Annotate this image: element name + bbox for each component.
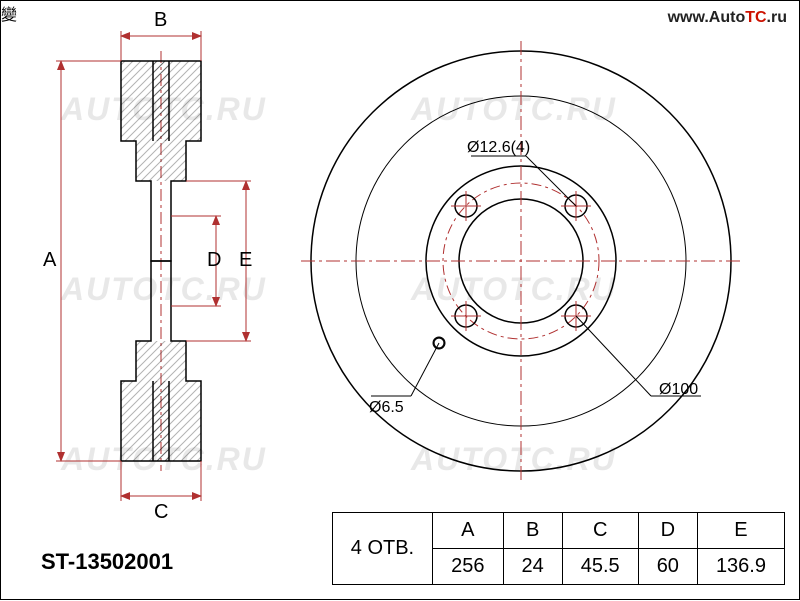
logo-main: Auto <box>709 9 745 26</box>
site-logo: www.AutoTC.ru <box>668 9 787 27</box>
dim-label-a: A <box>43 249 56 272</box>
table-cell: 24 <box>503 549 562 585</box>
part-number: ST-13502001 <box>41 549 173 575</box>
logo-prefix: www. <box>668 9 709 26</box>
logo-accent: TC <box>745 9 766 26</box>
dim-label-e: E <box>239 249 252 272</box>
table-row: 4 ОТВ. A B C D E <box>332 513 784 549</box>
table-col: C <box>562 513 638 549</box>
dim-label-b: B <box>154 9 167 32</box>
callout-pcd: Ø100 <box>659 381 698 399</box>
table-header-label: 4 ОТВ. <box>332 513 432 585</box>
table-col: B <box>503 513 562 549</box>
dimension-table: 4 ОТВ. A B C D E 256 24 45.5 60 136.9 <box>332 512 785 585</box>
callout-bolt-hole: Ø12.6(4) <box>467 139 530 157</box>
dim-label-c: C <box>154 501 168 524</box>
table-cell: 45.5 <box>562 549 638 585</box>
callout-small-hole: Ø6.5 <box>369 399 404 417</box>
technical-drawing <box>1 1 800 601</box>
logo-suffix: .ru <box>767 9 787 26</box>
table-cell: 136.9 <box>697 549 784 585</box>
front-face-view <box>301 41 741 481</box>
dim-label-d: D <box>207 249 221 272</box>
table-cell: 256 <box>433 549 503 585</box>
table-cell: 60 <box>638 549 697 585</box>
table-col: D <box>638 513 697 549</box>
table-col: E <box>697 513 784 549</box>
drawing-frame: AUTOTC.RU AUTOTC.RU AUTOTC.RU AUTOTC.RU … <box>0 0 800 600</box>
table-col: A <box>433 513 503 549</box>
side-section-view <box>56 31 251 501</box>
